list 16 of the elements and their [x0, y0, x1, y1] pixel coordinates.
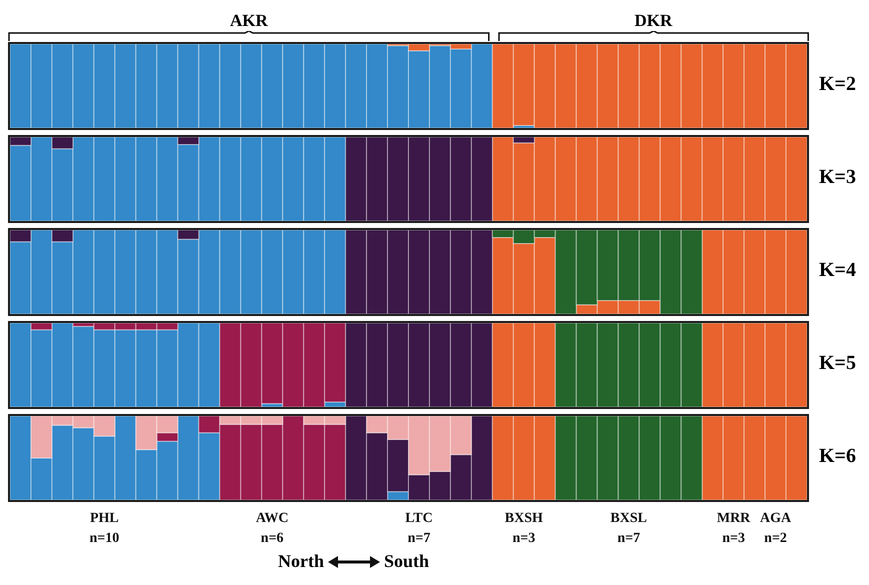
text: K=3 [818, 164, 856, 190]
x-tick-label: BXSH n=3 [504, 511, 544, 546]
x-tick-label: PHL n=10 [90, 511, 120, 546]
text: DKR [634, 11, 674, 31]
text: AKR [229, 11, 269, 31]
text: K=4 [818, 258, 856, 282]
x-tick-label: LTC n=7 [405, 511, 433, 546]
text: K=5 [818, 350, 856, 376]
x-tick-label: AWC n=6 [256, 511, 289, 546]
text: K=6 [818, 444, 856, 468]
text: North [278, 551, 324, 572]
text: K=2 [818, 72, 856, 96]
x-tick-label: AGA n=2 [760, 511, 792, 546]
x-tick-label: MRR n=3 [716, 511, 752, 546]
text: South [384, 551, 430, 572]
x-tick-label: BXSL n=7 [610, 511, 648, 546]
